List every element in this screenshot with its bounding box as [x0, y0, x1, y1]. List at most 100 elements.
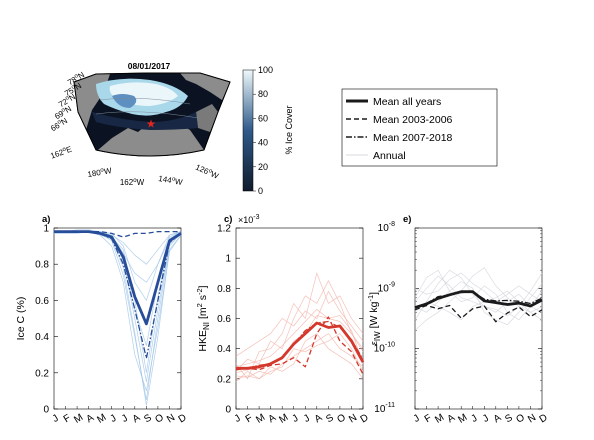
x-tick-label: O	[514, 412, 527, 426]
annual-line	[235, 308, 364, 368]
x-tick-label: J	[469, 413, 479, 425]
degree-mark: o	[57, 119, 64, 126]
x-tick-label: M	[456, 412, 469, 426]
x-tick-label: A	[492, 412, 504, 425]
y-label-sub: IW	[373, 331, 382, 341]
y-label-part: [W kg	[368, 301, 380, 331]
colorbar-tick-label: 20	[258, 162, 268, 172]
y-axis-label: HKENI [m2 s-2]	[195, 285, 211, 351]
y-tick-label: 0	[43, 405, 49, 416]
storm-marker-icon	[146, 119, 156, 128]
x-tick-label: A	[313, 412, 325, 425]
legend-label: Annual	[373, 150, 406, 162]
x-tick-label: S	[324, 412, 336, 425]
map-detail	[74, 73, 230, 156]
legend: Mean all years Mean 2003-2006 Mean 2007-…	[341, 88, 498, 167]
longitude-label: 162oE	[49, 145, 73, 161]
y-tick-label: 10-9	[378, 281, 395, 294]
series-line-dash	[235, 316, 364, 375]
panel-label: a)	[42, 214, 50, 225]
tick-exponent: -8	[389, 221, 395, 228]
y-label-part: ε	[369, 341, 379, 345]
annual-line	[414, 267, 543, 331]
contour-line	[95, 111, 199, 119]
y-label-part: [m	[197, 307, 209, 322]
y-label-exp: -1	[366, 295, 375, 302]
y-label-part: ]	[368, 292, 380, 295]
x-tick-label: D	[177, 412, 189, 425]
colorbar-scale	[242, 69, 254, 192]
series-line-thick	[54, 230, 182, 326]
hemisphere: N	[73, 81, 83, 92]
tick-exponent: -9	[389, 281, 395, 288]
y-tick-label: 0.4	[35, 332, 49, 343]
annual-line	[414, 272, 543, 303]
x-tick-label: N	[347, 412, 359, 425]
x-tick-label: M	[254, 412, 267, 426]
annual-line	[235, 333, 364, 383]
colorbar-tick-label: 0	[258, 186, 263, 196]
axis-exponent: ×10-3	[238, 214, 260, 225]
series-line-thick	[236, 321, 365, 370]
y-tick-label: 1	[225, 254, 231, 265]
x-tick-label: F	[244, 413, 255, 426]
y-tick-label: 1.2	[217, 224, 231, 235]
annual-line	[235, 280, 364, 372]
series-line-dashdot	[414, 291, 543, 308]
x-tick-label: O	[335, 412, 348, 426]
series-line-thick	[414, 290, 543, 309]
degree-mark: o	[65, 95, 72, 102]
panel-c-hke: c)00.20.40.60.811.2×10-3J F M A M J J A S O N DHKEN…	[195, 214, 371, 426]
x-tick-label: D	[359, 412, 371, 425]
hemisphere: W	[174, 177, 183, 187]
x-tick-label: A	[131, 412, 143, 425]
x-tick-label: A	[446, 412, 458, 425]
colorbar-tick-label: 80	[258, 89, 268, 99]
x-tick-label: J	[51, 413, 61, 425]
y-tick-label: 0.8	[217, 284, 231, 295]
panel-label: e)	[403, 214, 411, 225]
axis-exponent-power: -3	[253, 214, 259, 221]
hemisphere: N	[76, 70, 86, 81]
y-label-exp: 2	[195, 303, 204, 307]
legend-label: Mean 2007-2018	[373, 132, 453, 144]
y-tick-label: 0.6	[35, 296, 49, 307]
x-tick-label: S	[142, 412, 154, 425]
latitude-label: 66oN	[49, 116, 69, 133]
longitude-label: 162oW	[120, 178, 145, 187]
y-tick-label: 0.4	[217, 344, 231, 355]
y-label-part: HKE	[197, 330, 209, 352]
y-label-part: s	[197, 295, 209, 303]
y-tick-label: 0.2	[35, 368, 49, 379]
annual-line	[235, 333, 364, 380]
hemisphere: N	[67, 92, 77, 103]
legend-label: Mean 2003-2006	[373, 114, 453, 126]
annual-line	[235, 290, 364, 357]
x-tick-label: J	[481, 413, 491, 425]
x-tick-label: A	[85, 412, 97, 425]
colorbar-tick-label: 60	[258, 113, 268, 123]
x-tick-label: M	[72, 412, 85, 426]
y-tick-label: 0.2	[217, 374, 231, 385]
annual-line	[414, 281, 543, 326]
x-tick-label: J	[108, 413, 118, 425]
colorbar: 100 80 60 40 20 0 % Ice Cover	[242, 65, 294, 196]
legend-label: Mean all years	[373, 96, 441, 108]
x-tick-label: N	[526, 412, 538, 425]
y-tick-label: 0.8	[35, 260, 49, 271]
contour-line	[99, 97, 191, 105]
x-tick-label: F	[423, 413, 434, 426]
x-tick-label: J	[120, 413, 130, 425]
panel-label: c)	[224, 214, 232, 225]
x-tick-label: D	[538, 412, 550, 425]
y-label-part: ]	[197, 285, 209, 288]
degree-mark: o	[100, 167, 105, 174]
ice-melt-patch	[112, 94, 137, 108]
legend-entry-annual: Annual	[346, 150, 406, 162]
longitude-label: 180oW	[87, 166, 113, 179]
y-axis-label: Ice C (%)	[15, 297, 27, 341]
longitude-label: 144oW	[158, 174, 184, 187]
